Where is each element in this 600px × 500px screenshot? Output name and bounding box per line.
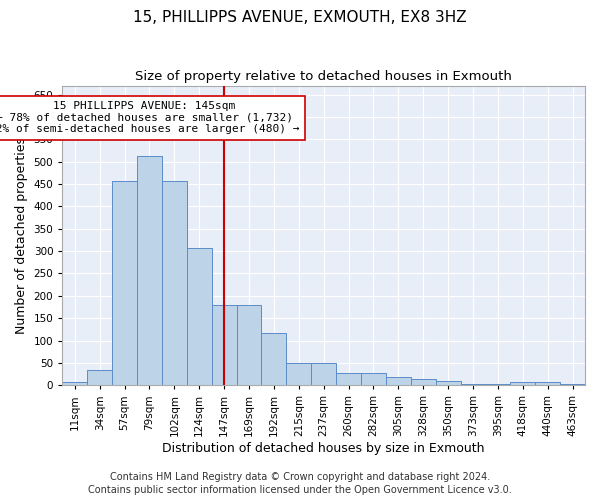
Bar bbox=[187, 248, 212, 386]
Bar bbox=[236, 305, 262, 386]
Bar bbox=[311, 363, 336, 386]
Bar bbox=[511, 382, 535, 386]
X-axis label: Distribution of detached houses by size in Exmouth: Distribution of detached houses by size … bbox=[163, 442, 485, 455]
Bar bbox=[262, 333, 286, 386]
Bar bbox=[87, 370, 112, 386]
Bar bbox=[461, 384, 485, 386]
Bar bbox=[411, 380, 436, 386]
Bar bbox=[286, 363, 311, 386]
Bar bbox=[361, 373, 386, 386]
Bar bbox=[336, 373, 361, 386]
Bar bbox=[386, 377, 411, 386]
Text: Contains HM Land Registry data © Crown copyright and database right 2024.
Contai: Contains HM Land Registry data © Crown c… bbox=[88, 472, 512, 495]
Y-axis label: Number of detached properties: Number of detached properties bbox=[15, 137, 28, 334]
Bar bbox=[560, 384, 585, 386]
Text: 15 PHILLIPPS AVENUE: 145sqm
← 78% of detached houses are smaller (1,732)
22% of : 15 PHILLIPPS AVENUE: 145sqm ← 78% of det… bbox=[0, 101, 300, 134]
Bar bbox=[162, 181, 187, 386]
Bar bbox=[535, 382, 560, 386]
Title: Size of property relative to detached houses in Exmouth: Size of property relative to detached ho… bbox=[135, 70, 512, 83]
Text: 15, PHILLIPPS AVENUE, EXMOUTH, EX8 3HZ: 15, PHILLIPPS AVENUE, EXMOUTH, EX8 3HZ bbox=[133, 10, 467, 25]
Bar bbox=[212, 305, 236, 386]
Bar bbox=[485, 384, 511, 386]
Bar bbox=[137, 156, 162, 386]
Bar bbox=[436, 382, 461, 386]
Bar bbox=[62, 382, 87, 386]
Bar bbox=[112, 181, 137, 386]
